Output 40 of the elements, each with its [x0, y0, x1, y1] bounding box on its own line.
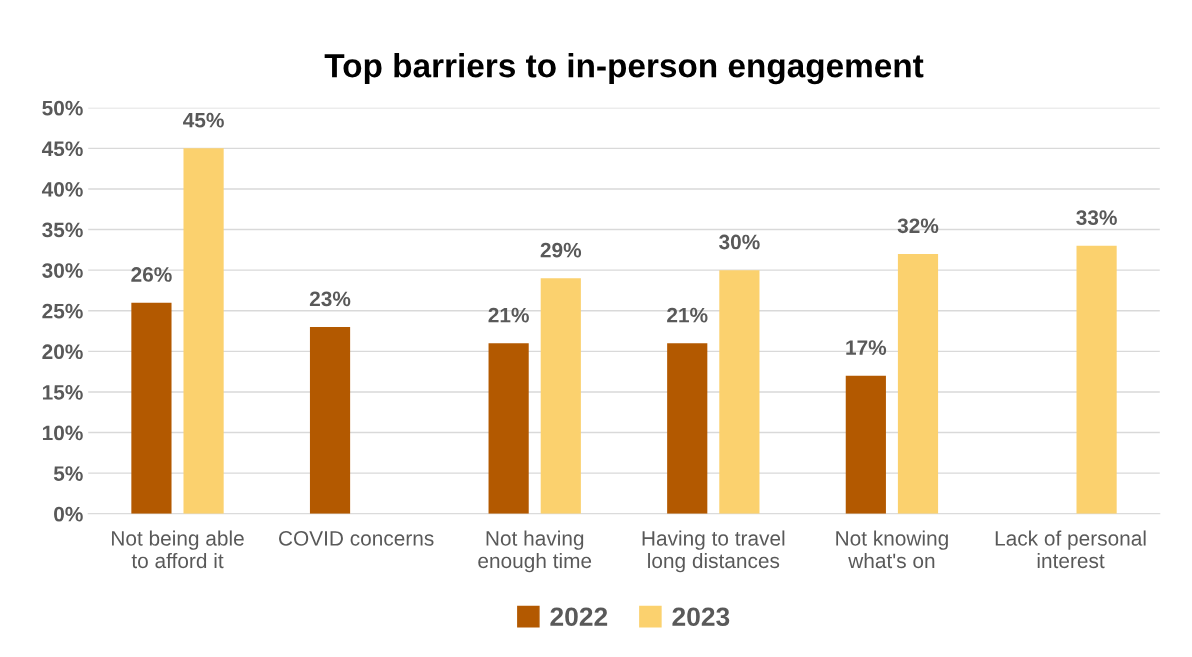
bar	[540, 278, 581, 514]
y-tick-label: 10%	[42, 425, 83, 441]
data-label: 17%	[846, 340, 887, 355]
bar	[183, 148, 224, 514]
y-tick-label: 50%	[42, 100, 83, 116]
bar	[309, 327, 351, 514]
x-tick-label: COVID concerns	[279, 530, 434, 546]
data-label: 23%	[309, 291, 351, 307]
y-tick-label: 40%	[41, 181, 83, 197]
bar	[845, 375, 886, 514]
data-label: 26%	[131, 267, 172, 282]
data-label: 32%	[897, 218, 939, 234]
bar	[131, 302, 172, 514]
bar	[1076, 245, 1117, 514]
data-label: 45%	[183, 112, 224, 128]
bar	[897, 253, 939, 514]
data-label: 21%	[667, 307, 708, 323]
data-label: 30%	[719, 234, 760, 250]
x-tick-label: Not having enough time	[478, 530, 592, 573]
y-tick-label: 5%	[53, 466, 83, 481]
bar	[488, 343, 529, 514]
chart-title: Top barriers to in-person engagement	[324, 53, 924, 85]
legend-label: 2023	[672, 607, 730, 627]
x-tick-label: Having to travel long distances	[642, 530, 785, 573]
y-tick-label: 25%	[42, 303, 83, 319]
x-tick-label: Not being able to afford it	[112, 530, 244, 569]
x-tick-label: Lack of personal interest	[995, 530, 1146, 569]
y-tick-label: 30%	[42, 263, 83, 278]
legend-label: 2022	[550, 607, 608, 627]
data-label: 29%	[540, 242, 582, 258]
y-tick-label: 20%	[42, 344, 83, 360]
y-tick-label: 35%	[42, 222, 83, 238]
data-label: 33%	[1076, 210, 1117, 226]
y-tick-label: 0%	[54, 506, 83, 522]
x-tick-label: Not knowing what's on	[836, 530, 948, 569]
bar	[719, 270, 760, 514]
y-tick-label: 15%	[42, 385, 83, 400]
y-tick-label: 45%	[41, 141, 83, 157]
bar	[667, 343, 708, 514]
data-label: 21%	[488, 307, 529, 323]
